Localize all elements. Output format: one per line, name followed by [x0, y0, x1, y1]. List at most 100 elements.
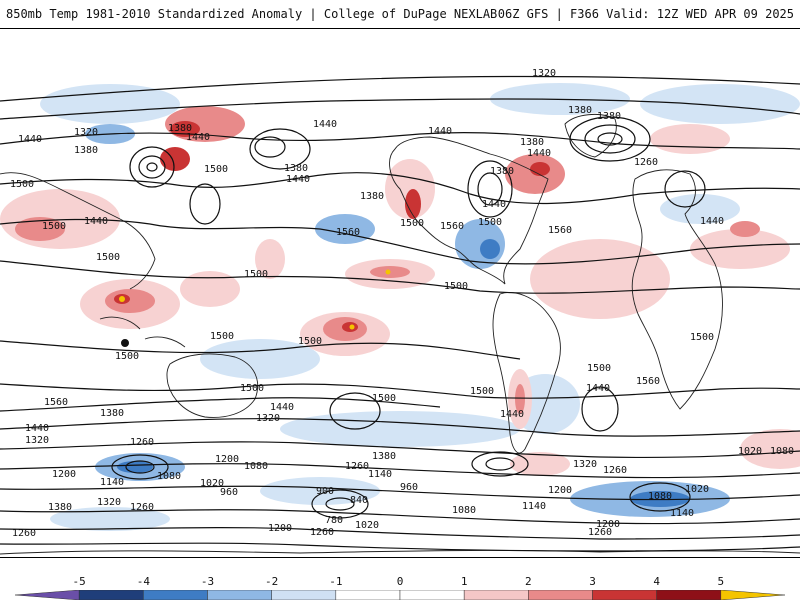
contour-label: 1440 — [286, 174, 310, 185]
colorbar-segment — [78, 590, 144, 600]
contour-label: 1440 — [186, 132, 210, 143]
contour-label: 780 — [325, 515, 343, 526]
contour-label: 1560 — [44, 397, 68, 408]
contour-label: 1320 — [573, 459, 597, 470]
contour-label: 1020 — [738, 446, 762, 457]
contour-label: 1260 — [588, 527, 612, 538]
contour-label: 900 — [316, 486, 334, 497]
contour-label: 1200 — [596, 519, 620, 530]
contour-label: 1140 — [368, 469, 392, 480]
contour-label: 960 — [400, 482, 418, 493]
contour-label: 1440 — [586, 383, 610, 394]
contour-label: 1320 — [97, 497, 121, 508]
contour-label: 1380 — [48, 502, 72, 513]
colorbar-tick-label: -1 — [329, 575, 343, 588]
contour-label: 1440 — [313, 119, 337, 130]
contour-label: 1260 — [634, 157, 658, 168]
contour-label: 1440 — [428, 126, 452, 137]
contour-label: 840 — [350, 495, 368, 506]
contour-label: 1080 — [244, 461, 268, 472]
contour-label: 1320 — [25, 435, 49, 446]
colorbar-tick-label: 3 — [589, 575, 596, 588]
contour-label: 1140 — [100, 477, 124, 488]
contour-label: 1200 — [548, 485, 572, 496]
contour-label: 1500 — [244, 269, 268, 280]
colorbar-segment — [335, 590, 401, 600]
colorbar-tick-label: 1 — [460, 575, 468, 588]
colorbar-segment — [207, 590, 272, 600]
contour-label: 1080 — [770, 446, 794, 457]
contour-label: 1440 — [25, 423, 49, 434]
contour-label: 1020 — [685, 484, 709, 495]
contour-label: 1380 — [597, 111, 621, 122]
colorbar-segment — [271, 590, 337, 600]
contour-label: 1500 — [690, 332, 714, 343]
contour-label: 1080 — [452, 505, 476, 516]
contour-label: 1500 — [298, 336, 322, 347]
colorbar-segment — [14, 590, 80, 600]
contour-label: 1440 — [84, 216, 108, 227]
contour-label: 1380 — [360, 191, 384, 202]
colorbar-tick-label: -2 — [265, 575, 279, 588]
colorbar-segment — [143, 590, 208, 600]
contour-label: 1560 — [336, 227, 360, 238]
contour-label: 1380 — [74, 145, 98, 156]
contour-label: 1500 — [115, 351, 139, 362]
colorbar-segment — [720, 590, 786, 600]
contour-label: 1080 — [648, 491, 672, 502]
colorbar-segment — [656, 590, 722, 600]
contour-label: 1200 — [52, 469, 76, 480]
contour-label: 1380 — [372, 451, 396, 462]
contour-label: 1500 — [587, 363, 611, 374]
contour-label: 1320 — [256, 413, 280, 424]
contour-label: 1380 — [520, 137, 544, 148]
contour-label: 1260 — [603, 465, 627, 476]
colorbar-tick-label: 0 — [396, 575, 404, 588]
anomaly-map: 1320 1380 1320 1380 1440 1440 1440 1380 … — [0, 28, 800, 558]
contour-label: 1140 — [522, 501, 546, 512]
contour-label: 1260 — [310, 527, 334, 538]
contour-label: 1200 — [268, 523, 292, 534]
contour-label: 1500 — [400, 218, 424, 229]
contour-label: 1380 — [490, 166, 514, 177]
contour-label: 1200 — [215, 454, 239, 465]
contour-label: 1500 — [372, 393, 396, 404]
contour-label: 1140 — [670, 508, 694, 519]
contour-label: 1500 — [240, 383, 264, 394]
colorbar-segment — [528, 590, 593, 600]
contour-label: 1500 — [10, 179, 34, 190]
contour-label: 1380 — [100, 408, 124, 419]
colorbar-segment — [399, 590, 465, 600]
contour-label: 1500 — [210, 331, 234, 342]
contour-label: 1260 — [12, 528, 36, 539]
colorbar-tick-label: -4 — [136, 575, 150, 588]
contour-label: 1080 — [157, 471, 181, 482]
contour-label: 1380 — [284, 163, 308, 174]
contour-label: 1260 — [130, 437, 154, 448]
contour-label: 1440 — [527, 148, 551, 159]
contour-label: 1320 — [532, 68, 556, 79]
colorbar-segment — [592, 590, 657, 600]
map-canvas: 1320 1380 1320 1380 1440 1440 1440 1380 … — [0, 68, 800, 555]
contour-label: 1500 — [96, 252, 120, 263]
anomaly-colorbar: -5 -4 -3 -2 -1 0 1 2 3 4 5 — [0, 560, 800, 600]
colorbar-segment — [463, 590, 529, 600]
contour-label: 1020 — [200, 478, 224, 489]
anomaly-shading — [0, 83, 800, 531]
contour-label: 1500 — [444, 281, 468, 292]
colorbar-tick-label: 5 — [717, 575, 725, 588]
contour-label: 1560 — [636, 376, 660, 387]
contour-label: 1260 — [130, 502, 154, 513]
contour-label-group: 1320 1380 1320 1380 1440 1440 1440 1380 … — [10, 68, 794, 539]
map-header: 850mb Temp 1981-2010 Standardized Anomal… — [0, 0, 800, 28]
contour-label: 1440 — [482, 199, 506, 210]
contour-label: 1560 — [440, 221, 464, 232]
model-run-info: 06Z GFS | F366 Valid: 12Z WED APR 09 202… — [497, 7, 794, 21]
colorbar-tick-label: 4 — [653, 575, 660, 588]
height-contours — [0, 75, 800, 552]
colorbar-scale — [14, 590, 786, 600]
colorbar-tick-label: -5 — [72, 575, 86, 588]
map-title: 850mb Temp 1981-2010 Standardized Anomal… — [6, 7, 498, 21]
contour-label: 1500 — [42, 221, 66, 232]
contour-label: 1380 — [568, 105, 592, 116]
